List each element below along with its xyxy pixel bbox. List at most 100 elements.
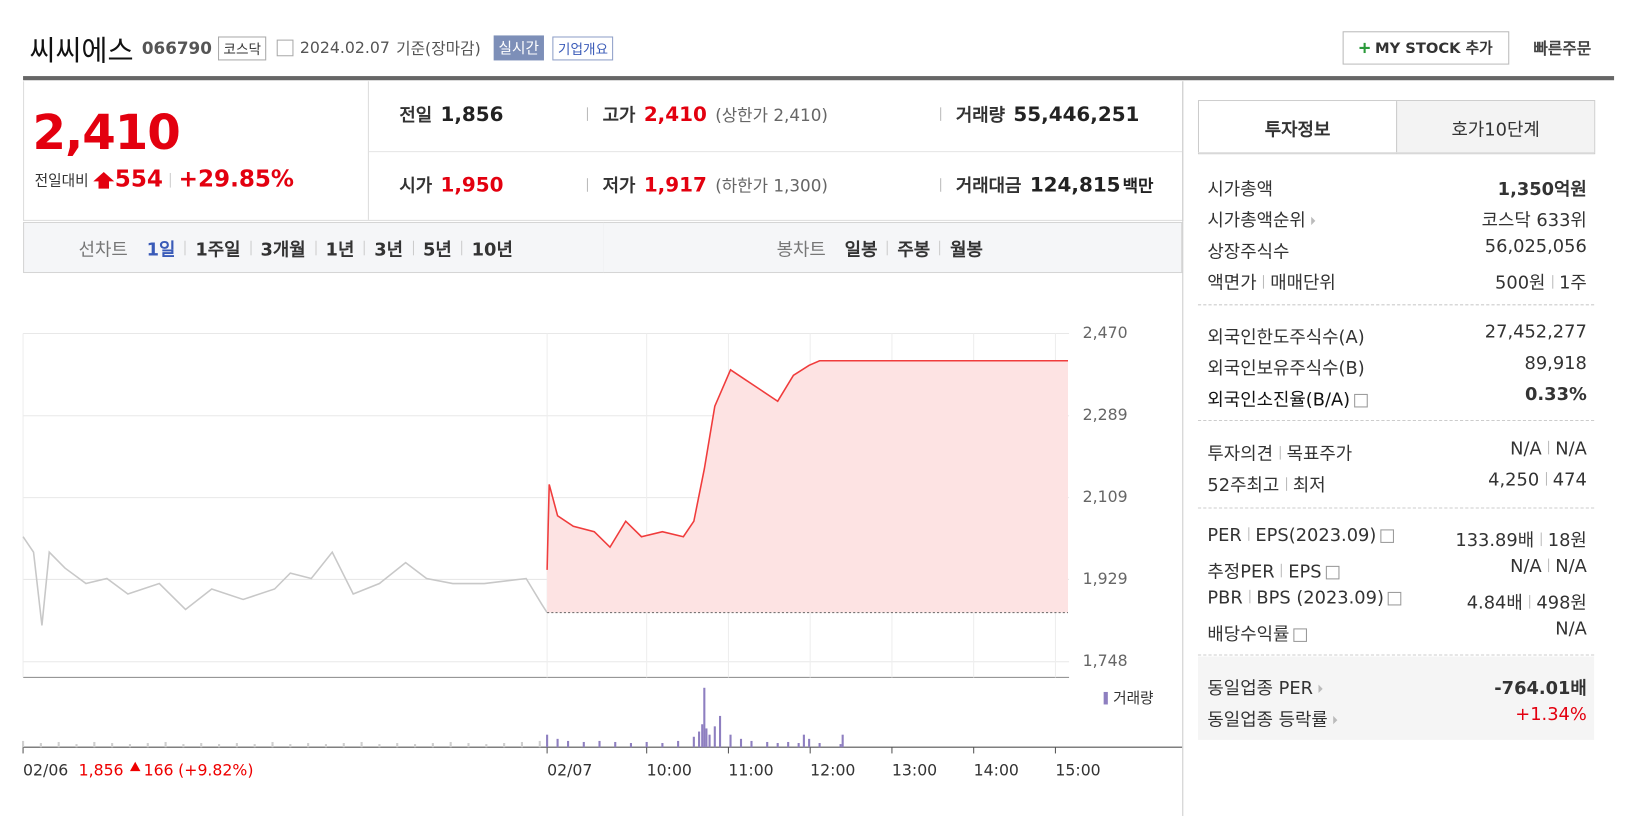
summary-item: 거래량 55,446,251 [934, 100, 1139, 127]
info-value: 27,452,277 [1485, 322, 1587, 348]
volume-bar [378, 744, 381, 748]
info-value: N/A N/A [1510, 439, 1587, 465]
separator [1285, 477, 1287, 491]
chart-tab[interactable]: 5년 [422, 239, 452, 261]
help-icon[interactable] [1354, 393, 1368, 407]
volume-bar [698, 731, 701, 748]
chart-tab[interactable]: 3개월 [260, 239, 306, 261]
label-text: 최저 [1292, 475, 1326, 497]
up-icon [129, 761, 141, 772]
row-divider [368, 151, 1183, 153]
chart-tab[interactable]: 1일 [146, 239, 176, 261]
volume-bar [520, 741, 524, 748]
dashed-divider [1197, 507, 1595, 509]
x-tick-label: 10:00 [647, 761, 692, 780]
volume-bar [766, 741, 769, 748]
label-text: 추정PER [1207, 561, 1275, 583]
volume-bar [342, 743, 345, 748]
y-tick-label: 2,470 [1083, 323, 1128, 342]
invest-tab-active[interactable]: 투자정보 [1199, 101, 1397, 154]
chart-tab[interactable]: 일봉 [844, 239, 878, 261]
volume-bar [235, 743, 238, 748]
x-tick-label: 11:00 [728, 761, 773, 780]
info-row: PBR BPS (2023.09) 4.84배 498원 [1207, 588, 1586, 614]
chart-tab[interactable]: 1년 [325, 239, 355, 261]
item-value: 2,410 [643, 103, 707, 127]
x-tick-label: 02/06 [23, 761, 68, 780]
volume-bar [22, 740, 25, 748]
volume-bar [431, 743, 434, 748]
separator [1545, 472, 1547, 486]
info-row: 추정PER EPS N/A N/A [1207, 556, 1586, 582]
label-text: 배당수익률 [1207, 624, 1290, 646]
separator [461, 240, 463, 255]
chart-tab[interactable]: 3년 [374, 239, 404, 261]
volume-bar [797, 743, 800, 748]
item-sub: (상한가 2,410) [715, 105, 828, 126]
prev-rate: (+9.82%) [178, 761, 253, 780]
line-chart-tabs: 선차트 1일 1주일 3개월 1년 3년 5년 10년 [23, 221, 605, 274]
label-text: 목표주가 [1286, 443, 1353, 465]
arrow-icon [1311, 216, 1316, 226]
info-label: 동일업종 등락률 [1207, 704, 1338, 731]
volume-bar [182, 744, 185, 748]
info-label: 배당수익률 [1207, 619, 1308, 646]
volume-bar [218, 744, 221, 748]
volume-bar [538, 740, 541, 748]
label-text: 매매단위 [1270, 273, 1336, 294]
label-text: 투자의견 [1207, 443, 1273, 465]
info-value: 56,025,056 [1485, 237, 1587, 263]
item-label: 거래량 [955, 105, 1006, 127]
market-badge: 코스닥 [218, 35, 267, 60]
value-text: N/A [1555, 556, 1587, 578]
label-text: 52주최고 [1207, 475, 1280, 497]
line-chart-label: 선차트 [78, 239, 128, 261]
info-label: 상장주식수 [1207, 237, 1289, 263]
invest-tab[interactable]: 호가10단계 [1396, 101, 1595, 154]
dashed-divider [1197, 304, 1595, 306]
chart-tab[interactable]: 주봉 [897, 239, 931, 261]
help-icon[interactable] [1388, 591, 1402, 605]
volume-bar [701, 724, 704, 748]
realtime-button[interactable]: 실시간 [493, 35, 545, 61]
info-label: 시가총액 [1207, 174, 1273, 200]
value-text: 89,918 [1524, 353, 1587, 375]
info-row: 외국인한도주식수(A) 27,452,277 [1207, 322, 1586, 348]
summary-item: 거래대금 124,815 백만 [934, 171, 1153, 197]
info-label: 시가총액순위 [1207, 205, 1316, 231]
volume-bar [598, 740, 601, 748]
info-row: 상장주식수 56,025,056 [1207, 237, 1586, 263]
separator [363, 240, 365, 255]
label-text: 상장주식수 [1207, 241, 1290, 263]
info-value: +1.34% [1515, 704, 1587, 730]
chart-tab[interactable]: 월봉 [950, 239, 983, 261]
volume-bar [818, 743, 821, 748]
info-row: 액면가 매매단위 500원 1주 [1207, 268, 1586, 294]
info-label: 추정PER EPS [1207, 556, 1340, 583]
info-row: 동일업종 PER -764.01배 [1207, 673, 1586, 699]
separator [412, 240, 414, 255]
volume-bar [503, 743, 506, 748]
value-text: 18원 [1547, 530, 1587, 552]
value-text: 1,350억원 [1497, 179, 1587, 201]
volume-bar [39, 743, 42, 748]
legend-swatch [1103, 691, 1108, 705]
volume-bar [289, 744, 292, 748]
help-icon[interactable] [1325, 565, 1340, 579]
chart-tab[interactable]: 1주일 [195, 239, 241, 261]
help-icon[interactable] [1293, 627, 1308, 642]
summary: 2,410 전일대비 554 +29.85% 전일 1,856 고가 2,410 (상한… [23, 81, 1184, 221]
volume-bar [739, 738, 743, 748]
chart-tab[interactable]: 10년 [471, 239, 513, 261]
info-label: 투자의견 목표주가 [1207, 439, 1352, 465]
value-text: +1.34% [1515, 704, 1587, 726]
candle-chart-tabs: 봉차트 일봉 주봉 월봉 [603, 221, 1183, 274]
volume-bar [692, 736, 695, 748]
quick-order[interactable]: 빠른주문 [1533, 39, 1592, 59]
help-icon[interactable] [1380, 528, 1395, 543]
value-text: 498원 [1536, 592, 1587, 614]
volume-bar [75, 744, 78, 748]
mystock-button[interactable]: MY STOCK 추가 [1342, 31, 1510, 65]
overview-button[interactable]: 기업개요 [552, 35, 614, 60]
info-label: 52주최고 최저 [1207, 470, 1325, 496]
